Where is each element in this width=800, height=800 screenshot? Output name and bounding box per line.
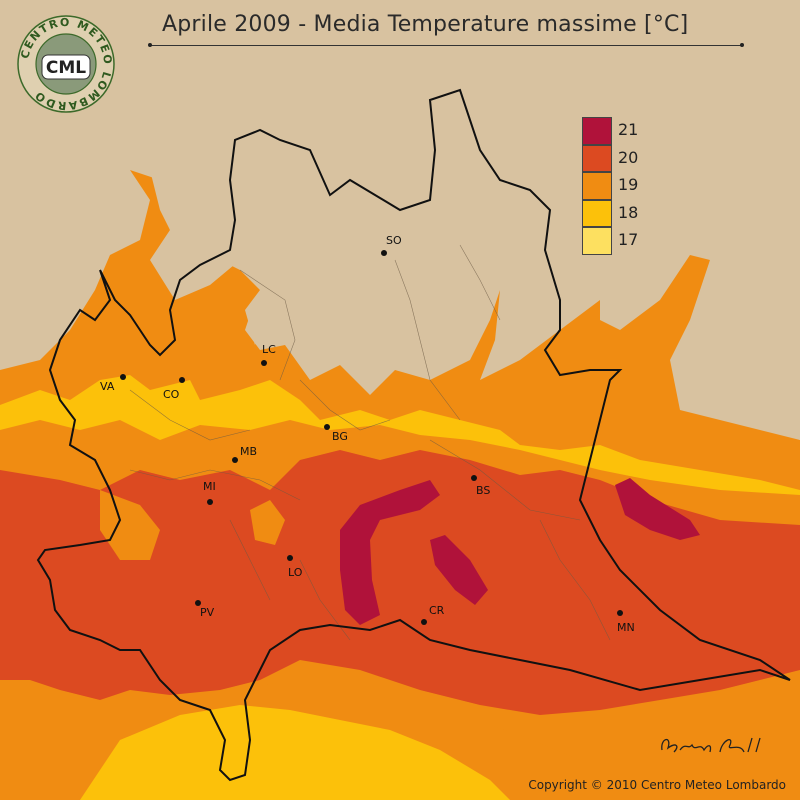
band-19-island-center — [250, 500, 285, 545]
legend-item: 20 — [582, 144, 682, 172]
city-label: LC — [262, 343, 276, 356]
city-label: CR — [429, 604, 445, 617]
city-pv: PV — [195, 600, 215, 619]
title-rule-dot — [148, 43, 152, 47]
band-18-south — [80, 705, 510, 800]
city-mb: MB — [232, 445, 257, 463]
legend-item: 18 — [582, 199, 682, 227]
legend-label: 20 — [618, 147, 639, 167]
page-title: Aprile 2009 - Media Temperature massime … — [162, 12, 689, 37]
city-lc: LC — [261, 343, 276, 366]
legend-label: 17 — [618, 230, 639, 249]
city-label: LO — [288, 566, 303, 579]
signature — [661, 737, 761, 753]
logo-initials: CML — [46, 58, 86, 78]
city-va: VA — [100, 374, 126, 393]
alps-mountains — [215, 90, 590, 350]
city-label: BS — [476, 484, 490, 497]
legend-swatch — [582, 144, 612, 172]
city-label: MB — [240, 445, 257, 458]
city-label: PV — [200, 606, 215, 619]
city-lo: LO — [287, 555, 303, 579]
city-label: MI — [203, 480, 216, 493]
band-21-center — [340, 480, 440, 625]
title-rule-dot — [740, 43, 744, 47]
band-20 — [0, 450, 800, 715]
city-so: SO — [381, 234, 402, 256]
legend-swatch — [582, 117, 612, 145]
legend-label: 19 — [618, 175, 639, 194]
legend-item: 19 — [582, 172, 682, 200]
legend-swatch — [582, 172, 612, 200]
city-label: CO — [163, 388, 180, 401]
copyright-notice: Copyright © 2010 Centro Meteo Lombardo — [528, 778, 786, 792]
city-mi: MI — [203, 480, 216, 505]
band-21-mn — [615, 478, 700, 540]
legend-label: 21 — [618, 120, 639, 139]
city-label: MN — [617, 621, 635, 634]
legend: 21 20 19 18 17 — [582, 117, 682, 255]
region-border — [36, 88, 791, 782]
legend-swatch — [582, 227, 612, 255]
alps-east — [600, 220, 800, 440]
map-title-box: Aprile 2009 - Media Temperature massime … — [148, 10, 744, 47]
city-mn: MN — [617, 610, 635, 634]
city-co: CO — [163, 377, 185, 401]
city-cr: CR — [421, 604, 445, 625]
title-rule — [150, 45, 742, 46]
cml-logo: CENTRO METEO LOMBARDO CML — [17, 15, 115, 113]
band-21-east — [430, 535, 488, 605]
legend-swatch — [582, 199, 612, 227]
city-bg: BG — [324, 424, 348, 443]
legend-label: 18 — [618, 202, 639, 222]
city-label: SO — [386, 234, 402, 247]
legend-item: 21 — [582, 117, 682, 145]
city-bs: BS — [471, 475, 490, 497]
legend-item: 17 — [582, 227, 682, 255]
city-label: BG — [332, 430, 348, 443]
city-markers: SO LC VA CO BG MB BS MI — [100, 234, 635, 634]
city-label: VA — [100, 380, 115, 393]
